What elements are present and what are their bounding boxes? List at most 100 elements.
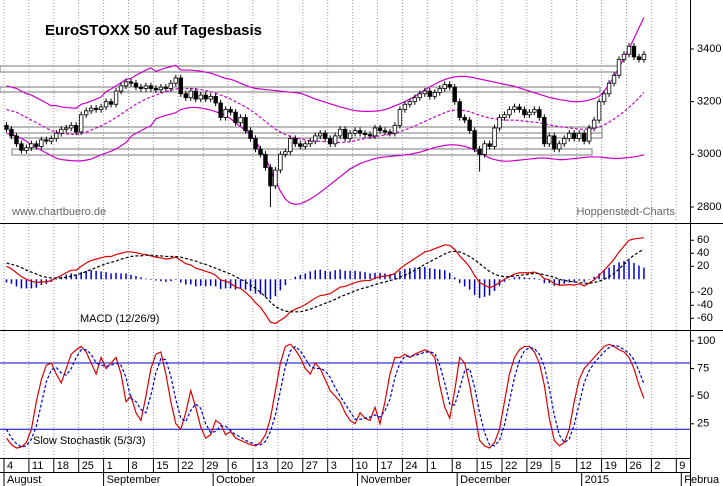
candle-body — [492, 127, 497, 147]
candle-body — [19, 143, 24, 151]
candle-body — [552, 135, 557, 150]
histogram-bar — [443, 270, 446, 280]
histogram-bar — [573, 279, 575, 283]
candle-body — [567, 132, 572, 139]
x-tick-label: 22 — [505, 460, 517, 472]
candle-body — [392, 124, 398, 134]
histogram-bar — [598, 273, 600, 280]
x-tick-label: 20 — [281, 460, 293, 472]
histogram-bar — [219, 279, 222, 290]
candle-body — [133, 82, 139, 88]
month-label: December — [460, 474, 511, 486]
histogram-bar — [304, 273, 307, 280]
month-label: Februa — [684, 474, 720, 486]
candle-body — [213, 95, 218, 104]
candle-body — [477, 148, 482, 155]
candle-body — [228, 109, 233, 113]
y-tick-label: 50 — [697, 390, 709, 402]
candle-body — [268, 167, 273, 187]
candle-body — [412, 97, 418, 103]
candle-body — [4, 124, 9, 130]
candle-body — [293, 138, 298, 145]
candle-body — [437, 88, 442, 93]
histogram-bar — [175, 279, 177, 280]
histogram-bar — [633, 263, 635, 280]
histogram-bar — [309, 271, 312, 280]
histogram-bar — [160, 279, 162, 282]
histogram-bar — [628, 260, 630, 280]
candle-body — [298, 143, 303, 147]
x-tick-label: 15 — [156, 460, 168, 472]
histogram-bar — [194, 279, 197, 287]
histogram-bar — [478, 279, 481, 299]
candle-body — [596, 101, 602, 121]
candle-body — [163, 86, 169, 89]
x-tick-label: 6 — [231, 460, 237, 472]
histogram-bar — [553, 279, 556, 286]
histogram-bar — [145, 278, 147, 280]
candle-body — [502, 114, 507, 118]
histogram-bar — [274, 279, 277, 297]
candle-body — [138, 86, 144, 89]
y-tick-label: -60 — [697, 312, 713, 324]
y-tick-label: 40 — [697, 247, 709, 259]
candle-body — [487, 143, 492, 147]
candle-body — [128, 81, 134, 84]
histogram-bar — [359, 271, 361, 280]
y-tick-label: 100 — [697, 335, 715, 347]
series-line — [6, 17, 645, 112]
candle-body — [631, 45, 637, 58]
histogram-bar — [319, 269, 321, 280]
histogram-bar — [364, 272, 366, 280]
candle-body — [158, 86, 164, 91]
histogram-bar — [453, 277, 456, 280]
histogram-bar — [294, 276, 297, 280]
candle-body — [581, 132, 587, 142]
candle-body — [183, 93, 188, 99]
candle-body — [9, 128, 14, 137]
candle-body — [253, 138, 258, 150]
histogram-bar — [528, 277, 531, 280]
candle-body — [382, 130, 388, 133]
histogram-bar — [458, 279, 461, 284]
candle-body — [313, 135, 318, 142]
candle-body — [14, 135, 19, 145]
histogram-bar — [334, 270, 336, 280]
candle-body — [233, 111, 238, 124]
candle-body — [517, 106, 522, 110]
x-tick-label: 1 — [107, 460, 113, 472]
month-label: 2015 — [585, 474, 609, 486]
histogram-bar — [314, 270, 316, 280]
candle-body — [572, 132, 577, 139]
histogram-bar — [140, 277, 142, 280]
candle-body — [108, 101, 114, 105]
histogram-bar — [125, 273, 127, 280]
candle-body — [547, 135, 552, 145]
histogram-bar — [269, 279, 272, 300]
histogram-bar — [259, 279, 262, 295]
candle-body — [522, 109, 527, 116]
histogram-bar — [399, 270, 401, 280]
candle-body — [327, 138, 333, 145]
histogram-bar — [254, 279, 257, 294]
histogram-bar — [568, 279, 570, 283]
histogram-bar — [523, 277, 526, 280]
candle-body — [69, 124, 74, 129]
candle-body — [273, 169, 278, 187]
candle-body — [143, 85, 149, 89]
candle-body — [342, 128, 348, 139]
histogram-bar — [533, 277, 536, 280]
histogram-bar — [239, 279, 242, 289]
candle-body — [467, 119, 472, 132]
histogram-bar — [404, 268, 406, 280]
candle-body — [238, 117, 243, 124]
y-tick-label: 3200 — [697, 96, 721, 108]
histogram-bar — [95, 270, 97, 280]
candle-body — [347, 132, 353, 139]
x-tick-label: 2 — [654, 460, 660, 472]
x-tick-label: 5 — [555, 460, 561, 472]
candle-body — [457, 101, 462, 118]
x-tick-label: 29 — [530, 460, 542, 472]
